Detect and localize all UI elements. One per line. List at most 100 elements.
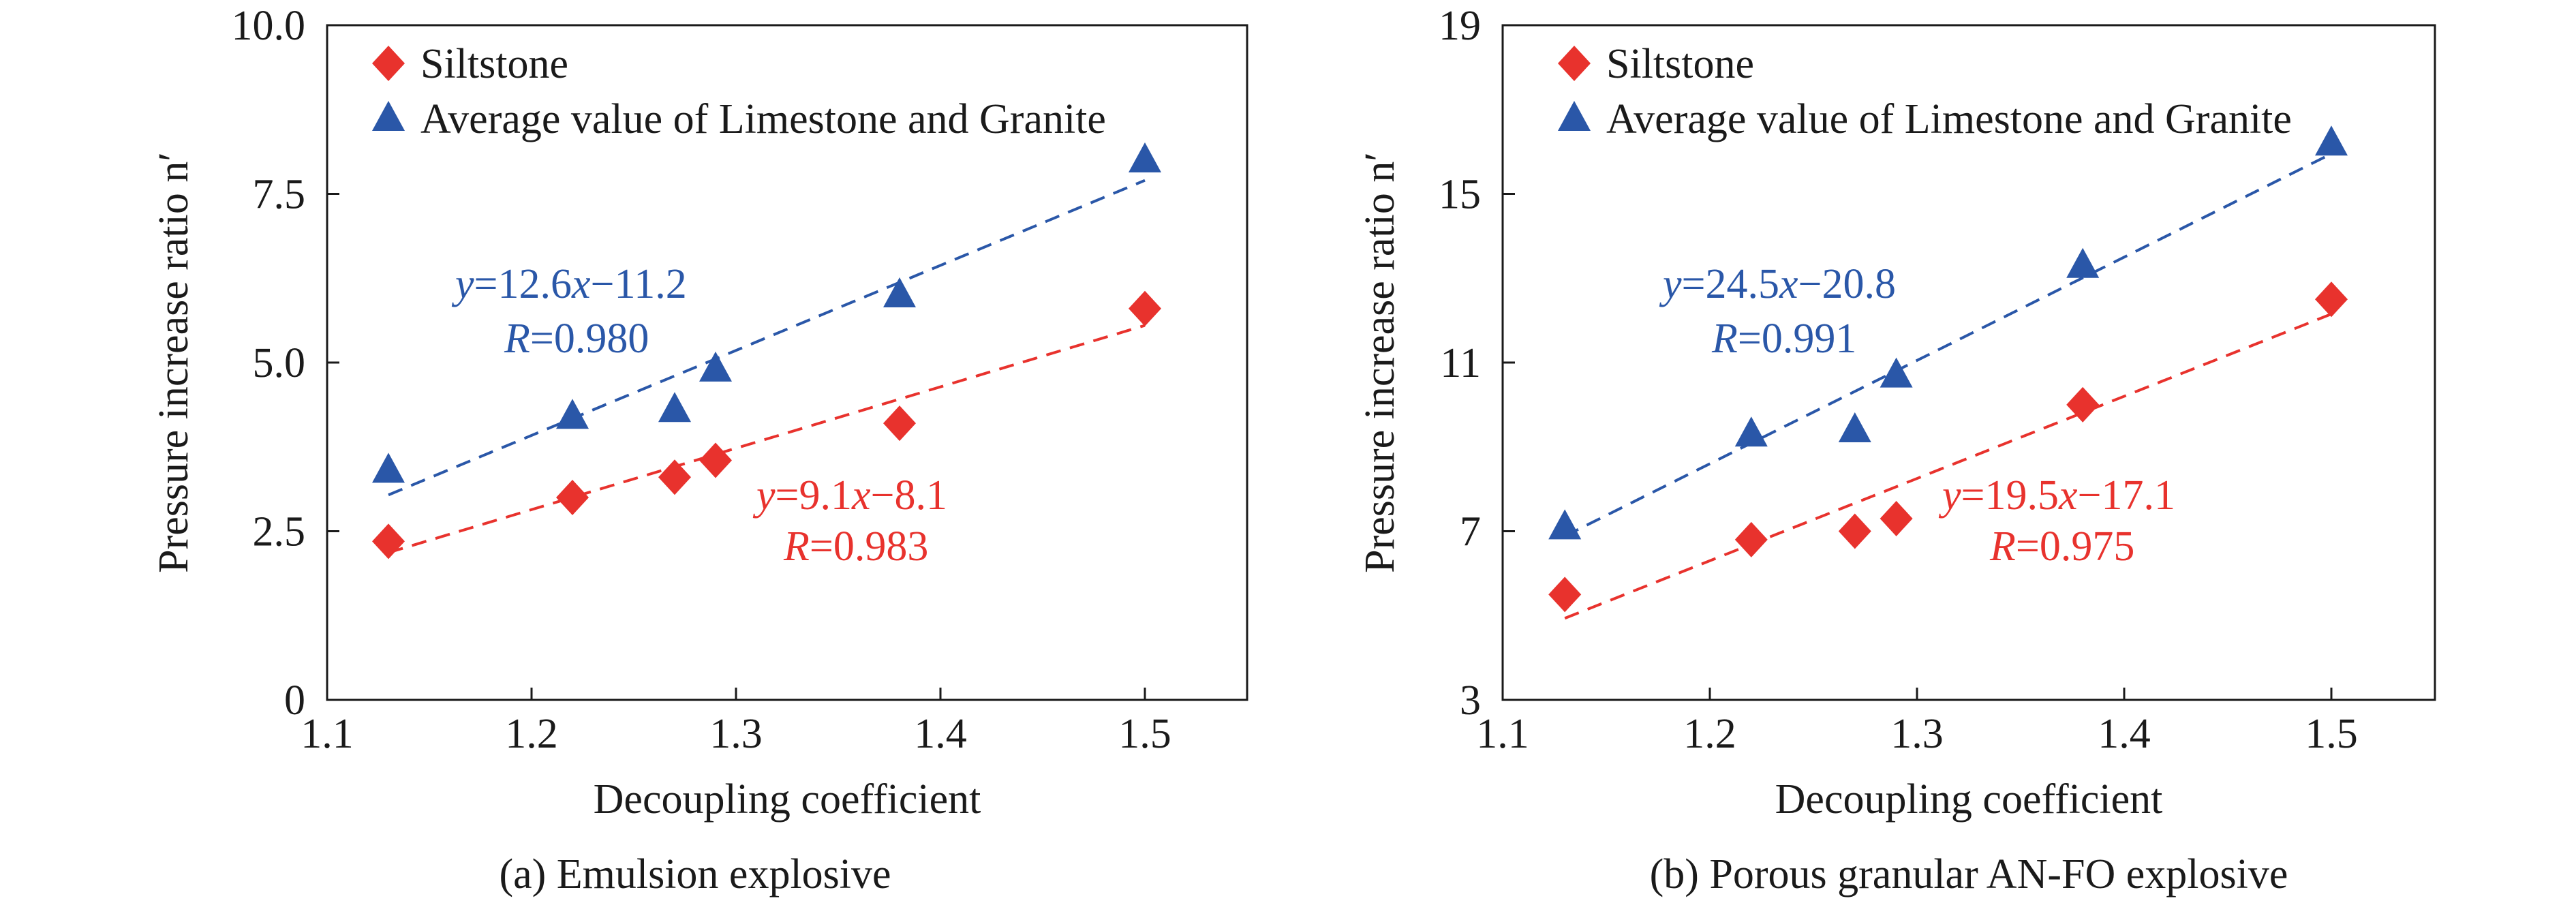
panel-b-blue-eq-slope: =24.5 (1682, 261, 1779, 307)
panel-b-red-eq-x: x (2058, 472, 2078, 519)
panel-a-blue-r-value: =0.980 (530, 316, 649, 362)
panel-a-triangle-point (658, 392, 691, 423)
panel-b-diamond-point (1734, 521, 1768, 557)
panel-a-y-tick-label: 0 (284, 677, 305, 724)
panel-a-x-tick-label: 1.2 (505, 711, 558, 757)
panel-a-triangle-point (556, 399, 589, 429)
panel-b-diamond-point (2315, 281, 2348, 318)
panel-b-red-eq-slope: =19.5 (1961, 472, 2059, 519)
panel-a-x-tick-label: 1.3 (709, 711, 763, 757)
svg-text:y=12.6x−11.2: y=12.6x−11.2 (451, 261, 687, 307)
panel-a-diamond-point (883, 405, 916, 442)
panel-b-blue-r-symbol: R (1711, 316, 1738, 362)
panel-b-x-tick-label: 1.5 (2305, 711, 2358, 757)
svg-text:R=0.980: R=0.980 (504, 316, 649, 362)
panel-a-x-tick-label: 1.1 (301, 711, 354, 757)
panel-b-legend-siltstone-label: Siltstone (1606, 41, 1754, 87)
panel-a-blue-fit-annotation: y=12.6x−11.2 R=0.980 (451, 261, 687, 362)
svg-text:R=0.983: R=0.983 (783, 523, 928, 570)
panel-a-legend-siltstone-marker (372, 46, 405, 81)
panel-b-legend-average-label: Average value of Limestone and Granite (1606, 96, 2292, 142)
panel-b-blue-r-value: =0.991 (1738, 316, 1856, 362)
panel-b-legend: Siltstone Average value of Limestone and… (1558, 41, 2292, 142)
panel-a-red-r-symbol: R (783, 523, 810, 570)
panel-a-diamond-point (372, 523, 405, 559)
panel-b-x-axis-title: Decoupling coefficient (1775, 776, 2163, 823)
panel-a-fit-lines (388, 179, 1146, 554)
panel-b-legend-average-marker (1558, 101, 1591, 131)
panel-a-x-axis-title: Decoupling coefficient (594, 776, 981, 823)
panel-b-legend-siltstone-marker (1558, 46, 1591, 81)
panel-b-x-tick-label: 1.3 (1890, 711, 1944, 757)
panel-b-red-eq-y: y (1938, 472, 1961, 519)
panel-a-emulsion-explosive: 1.1 1.2 1.3 1.4 1.5 0 2.5 5.0 7.5 10.0 Decoupling… (151, 3, 1248, 898)
panel-a-triangle-point (372, 452, 405, 483)
panel-a-triangle-point (883, 277, 916, 307)
panel-a-legend-siltstone-label: Siltstone (420, 41, 568, 87)
panel-a-legend-average-marker (372, 101, 405, 131)
panel-b-diamond-point (2066, 386, 2100, 423)
panel-b-y-tick-label: 7 (1460, 509, 1481, 555)
panel-b-diamond-point (1838, 513, 1871, 549)
panel-b-diamond-point (1880, 500, 1913, 536)
svg-text:y=19.5x−17.1: y=19.5x−17.1 (1938, 472, 2175, 519)
panel-b-markers (1548, 125, 2348, 613)
svg-text:y=9.1x−8.1: y=9.1x−8.1 (752, 472, 947, 519)
panel-a-y-tick-label: 2.5 (253, 509, 306, 555)
panel-b-triangle-point (1838, 412, 1871, 442)
panel-a-legend-average-label: Average value of Limestone and Granite (420, 96, 1106, 142)
panel-b-triangle-series-fit-line (1564, 152, 2332, 538)
panel-b-fit-lines (1564, 152, 2332, 620)
panel-b-triangle-point (1880, 357, 1913, 388)
panel-b-anfo-explosive: 1.1 1.2 1.3 1.4 1.5 3 7 11 15 19 Decoupling coeff… (1357, 3, 2436, 898)
panel-a-red-eq-x: x (851, 472, 871, 519)
panel-b-red-eq-intercept: −17.1 (2078, 472, 2175, 519)
svg-text:R=0.991: R=0.991 (1711, 316, 1856, 362)
svg-text:R=0.975: R=0.975 (1989, 523, 2134, 570)
panel-b-caption: (b) Porous granular AN-FO explosive (1650, 851, 2288, 898)
panel-b-y-tick-label: 19 (1439, 3, 1481, 49)
panel-a-y-tick-label: 10.0 (232, 3, 306, 49)
panel-b-y-axis-title: Pressure increase ratio n′ (1357, 152, 1403, 573)
panel-a-blue-r-symbol: R (504, 316, 530, 362)
panel-b-blue-fit-annotation: y=24.5x−20.8 R=0.991 (1659, 261, 1896, 362)
panel-a-diamond-series-fit-line (388, 324, 1146, 554)
panel-b-red-r-value: =0.975 (2016, 523, 2134, 570)
panel-b-y-tick-label: 11 (1440, 340, 1481, 386)
panel-b-diamond-point (1548, 577, 1582, 613)
panel-a-red-eq-intercept: −8.1 (871, 472, 947, 519)
panel-a-red-eq-slope: =9.1 (776, 472, 852, 519)
panel-b-triangle-point (2315, 125, 2348, 156)
panel-a-diamond-point (699, 442, 732, 478)
panel-a-caption: (a) Emulsion explosive (499, 851, 891, 898)
panel-b-blue-eq-intercept: −20.8 (1798, 261, 1896, 307)
panel-b-red-r-symbol: R (1989, 523, 2016, 570)
panel-b-triangle-point (2066, 247, 2100, 278)
panel-a-y-axis-title: Pressure increase ratio n′ (151, 152, 197, 573)
panel-a-y-tick-label: 7.5 (253, 172, 306, 218)
panel-b-triangle-point (1734, 416, 1768, 447)
panel-a-y-tick-label: 5.0 (253, 340, 306, 386)
panel-b-x-tick-label: 1.1 (1476, 711, 1529, 757)
panel-a-red-r-value: =0.983 (810, 523, 928, 570)
panel-b-ticks: 1.1 1.2 1.3 1.4 1.5 3 7 11 15 19 (1439, 3, 2358, 757)
svg-text:y=24.5x−20.8: y=24.5x−20.8 (1659, 261, 1896, 307)
panel-b-blue-eq-y: y (1659, 261, 1682, 307)
panel-b-y-tick-label: 3 (1460, 677, 1481, 724)
panel-b-red-fit-annotation: y=19.5x−17.1 R=0.975 (1938, 472, 2175, 570)
panel-a-markers (372, 142, 1161, 559)
panel-a-legend: Siltstone Average value of Limestone and… (372, 41, 1106, 142)
panel-a-blue-eq-y: y (451, 261, 474, 307)
panel-a-blue-eq-slope: =12.6 (474, 261, 572, 307)
panel-a-blue-eq-x: x (571, 261, 591, 307)
panel-a-red-eq-y: y (752, 472, 776, 519)
panel-a-triangle-point (1129, 142, 1161, 172)
panel-a-blue-eq-intercept: −11.2 (591, 261, 687, 307)
panel-a-diamond-point (658, 459, 691, 495)
panel-a-x-tick-label: 1.5 (1118, 711, 1171, 757)
panel-b-blue-eq-x: x (1779, 261, 1798, 307)
panel-b-x-tick-label: 1.2 (1683, 711, 1736, 757)
panel-a-ticks: 1.1 1.2 1.3 1.4 1.5 0 2.5 5.0 7.5 10.0 (232, 3, 1171, 757)
panel-a-diamond-point (556, 480, 589, 515)
